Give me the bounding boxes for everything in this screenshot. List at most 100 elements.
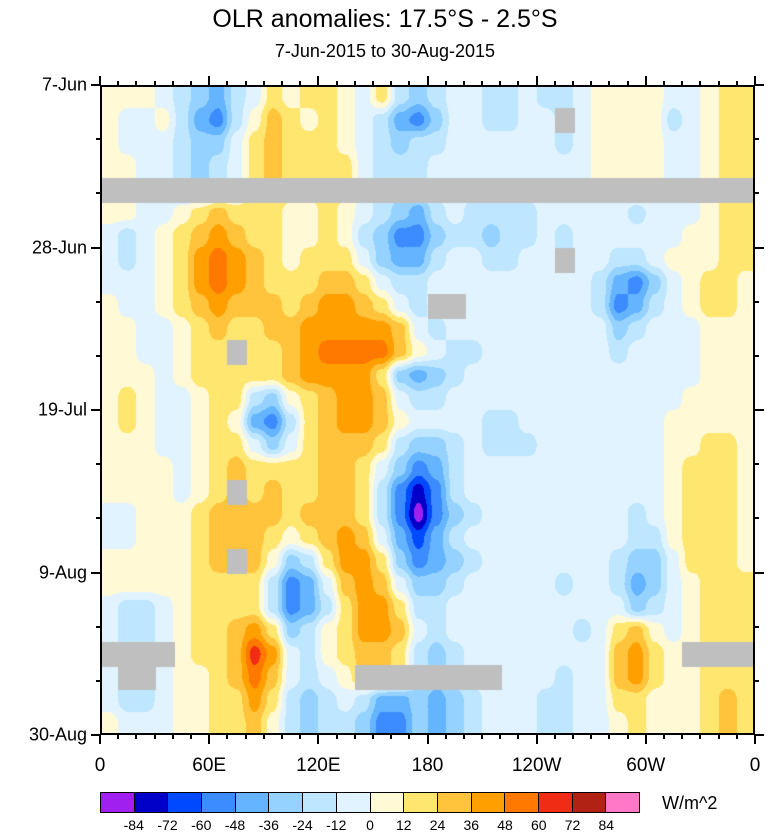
- bottom-tick-mark: [517, 735, 520, 739]
- colorbar-tick-label: 12: [395, 817, 412, 833]
- bottom-tick-mark: [390, 735, 393, 739]
- colorbar-segment: [471, 793, 506, 812]
- colorbar: -84 -72 -60 -48 -36 -24 -12 0 12 24 36 48 60 72 84: [100, 792, 640, 833]
- y-tick-label: 30-Aug: [28, 724, 87, 745]
- right-tick-mark: [755, 679, 759, 682]
- top-tick-mark: [208, 76, 211, 85]
- bottom-tick-mark: [735, 735, 738, 739]
- right-tick-mark: [755, 734, 764, 736]
- chart-subtitle: 7-Jun-2015 to 30-Aug-2015: [274, 41, 496, 61]
- colorbar-unit-label: W/m^2: [662, 793, 718, 813]
- bottom-tick-mark: [117, 735, 120, 739]
- bottom-tick-mark: [626, 735, 629, 739]
- bottom-tick-mark: [226, 735, 229, 739]
- colorbar-segment: [606, 793, 639, 812]
- top-tick-mark: [644, 76, 647, 85]
- right-tick-mark: [755, 463, 759, 466]
- colorbar-tick-label: -84: [123, 817, 144, 833]
- y-tick-label: 7-Jun: [41, 74, 87, 95]
- colorbar-segment: [538, 793, 573, 812]
- colorbar-tick-label: 36: [463, 817, 480, 833]
- right-tick-mark: [755, 354, 759, 357]
- bottom-tick-mark: [171, 735, 174, 739]
- colorbar-tick-label: 24: [429, 817, 446, 833]
- bottom-tick-mark: [535, 735, 538, 744]
- bottom-tick-mark: [335, 735, 338, 739]
- x-tick-label: 120W: [511, 755, 562, 776]
- colorbar-segment: [202, 793, 236, 812]
- colorbar-tick-label: -12: [326, 817, 347, 833]
- left-tick-mark: [91, 409, 100, 411]
- y-tick-label: 28-Jun: [31, 237, 87, 257]
- colorbar-segment: [370, 793, 405, 812]
- left-tick-mark: [91, 734, 100, 736]
- colorbar-segment: [437, 793, 472, 812]
- colorbar-segment: [505, 793, 539, 812]
- bottom-tick-mark: [663, 735, 666, 739]
- colorbar-segments: [100, 792, 640, 813]
- colorbar-segment: [101, 793, 135, 812]
- bottom-tick-mark: [189, 735, 192, 739]
- left-tick-mark: [91, 571, 100, 574]
- top-tick-mark: [426, 76, 429, 85]
- colorbar-tick-label: 48: [497, 817, 513, 833]
- bottom-tick-mark: [426, 735, 429, 744]
- colorbar-segment: [336, 793, 371, 812]
- colorbar-tick-label: -36: [258, 817, 279, 833]
- colorbar-tick-label: 72: [564, 817, 581, 833]
- top-tick-mark: [317, 76, 320, 85]
- colorbar-tick-label: -48: [224, 817, 246, 833]
- y-tick-label: 9-Aug: [38, 562, 87, 582]
- bottom-tick-mark: [153, 735, 156, 739]
- right-tick-mark: [755, 571, 764, 574]
- bottom-tick-mark: [371, 735, 374, 739]
- top-tick-mark: [754, 76, 756, 85]
- y-tick-label: 19-Jul: [37, 399, 87, 420]
- top-tick-mark: [99, 76, 101, 85]
- colorbar-segment: [303, 793, 337, 812]
- colorbar-tick-label: -24: [292, 817, 313, 833]
- x-tick-label: 60W: [626, 755, 666, 776]
- bottom-tick-mark: [99, 735, 101, 744]
- right-tick-mark: [755, 517, 759, 520]
- colorbar-segment: [572, 793, 607, 812]
- bottom-tick-mark: [280, 735, 283, 739]
- right-tick-mark: [755, 84, 764, 86]
- bottom-tick-mark: [608, 735, 611, 739]
- colorbar-tick-label: -60: [191, 817, 212, 833]
- colorbar-tick-label: 60: [530, 817, 547, 833]
- colorbar-segment: [235, 793, 270, 812]
- bottom-tick-mark: [681, 735, 684, 739]
- colorbar-segment: [269, 793, 304, 812]
- bottom-tick-mark: [135, 735, 138, 739]
- bottom-tick-mark: [262, 735, 265, 739]
- heatmap-canvas: [100, 85, 755, 735]
- bottom-tick-mark: [462, 735, 465, 739]
- x-tick-label: 180: [411, 755, 444, 776]
- bottom-tick-mark: [717, 735, 720, 739]
- left-tick-mark: [91, 84, 100, 86]
- bottom-tick-mark: [572, 735, 575, 739]
- chart-title: OLR anomalies: 17.5°S - 2.5°S: [212, 5, 558, 33]
- plot-area: 0 60E 120E 180 120W 60W 0 7-Jun 28-Jun 19-Jul 9-A…: [29, 75, 764, 776]
- colorbar-tick-label: -72: [157, 817, 178, 833]
- bottom-tick-mark: [553, 735, 556, 739]
- bottom-tick-mark: [244, 735, 247, 739]
- bottom-tick-mark: [699, 735, 702, 739]
- x-tick-label: 60E: [192, 755, 227, 776]
- bottom-tick-mark: [754, 735, 756, 744]
- bottom-tick-mark: [590, 735, 593, 739]
- bottom-tick-mark: [353, 735, 356, 739]
- left-tick-mark: [91, 246, 100, 249]
- bottom-tick-mark: [499, 735, 502, 739]
- right-tick-mark: [755, 409, 764, 411]
- x-tick-label: 0: [749, 755, 761, 776]
- bottom-tick-mark: [481, 735, 484, 739]
- bottom-tick-mark: [644, 735, 647, 744]
- colorbar-segment: [134, 793, 169, 812]
- right-tick-mark: [755, 192, 759, 195]
- colorbar-tick-label: 0: [366, 817, 374, 833]
- top-tick-mark: [535, 76, 538, 85]
- right-tick-mark: [755, 625, 759, 628]
